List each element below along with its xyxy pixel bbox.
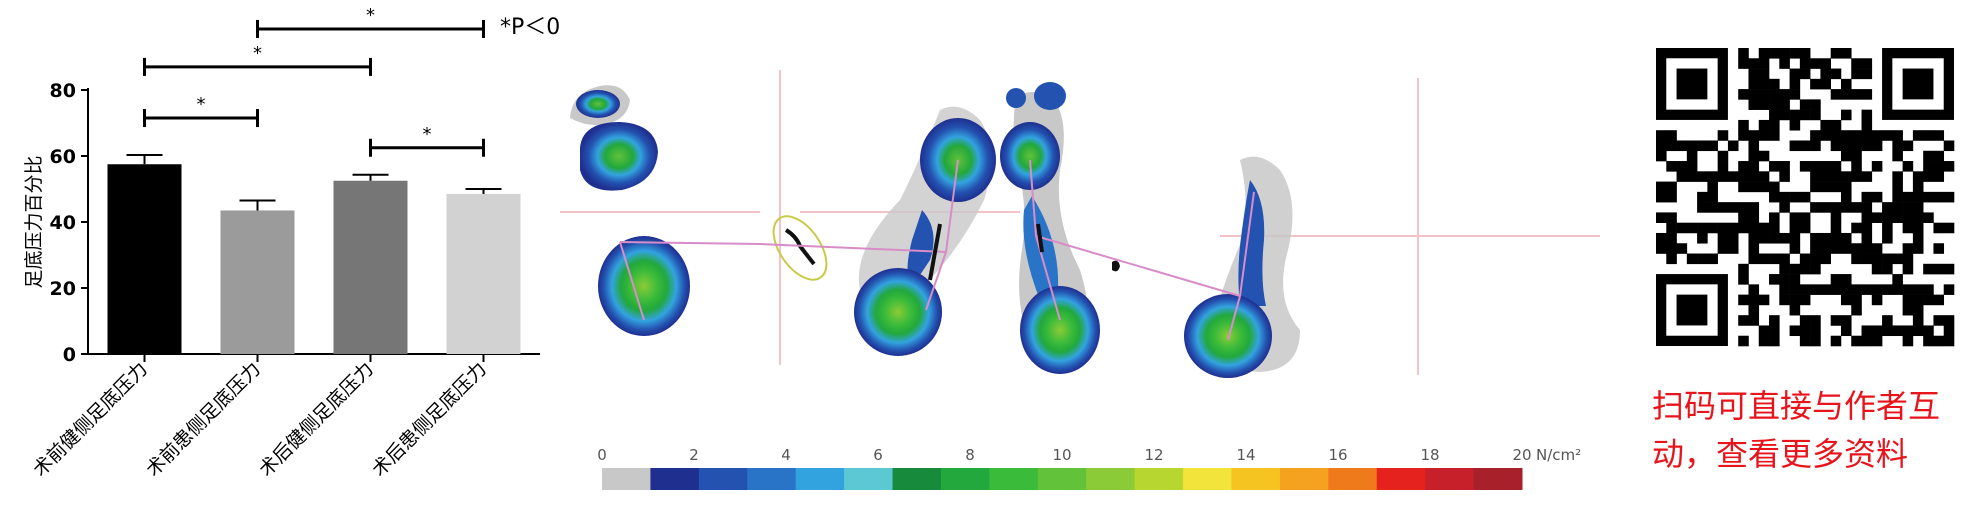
- colorbar-segment: [602, 468, 651, 490]
- significance-star: *: [197, 94, 206, 115]
- colorbar-segment: [892, 468, 942, 490]
- colorbar-tick-label: 2: [689, 446, 699, 464]
- bar: [446, 193, 521, 354]
- x-tick-label: 术前患侧足底压力: [142, 358, 265, 481]
- p-value-note: *P＜0. 05: [500, 15, 560, 40]
- colorbar-unit: N/cm²: [1536, 446, 1581, 464]
- plantar-pressure-panel: 0 2 4 6 8 10 12 14 16 18 20 N/cm²: [555, 0, 1620, 524]
- y-tick-label: 20: [50, 278, 76, 300]
- y-tick-label: 80: [50, 80, 76, 102]
- bar: [107, 164, 182, 354]
- colorbar-tick-label: 14: [1236, 446, 1255, 464]
- colorbar-tick-label: 18: [1420, 446, 1439, 464]
- colorbar-tick-label: 16: [1328, 446, 1347, 464]
- colorbar-segment: [747, 468, 797, 490]
- colorbar-segment: [698, 468, 748, 490]
- preop-cop-trace: [619, 159, 959, 321]
- preop-left-foot: [570, 85, 690, 336]
- y-tick-label: 60: [50, 146, 76, 168]
- colorbar-segment: [1231, 468, 1281, 490]
- pressure-colorbar: 0 2 4 6 8 10 12 14 16 18 20 N/cm²: [597, 446, 1581, 490]
- postop-cop-trace: [1029, 159, 1255, 341]
- bar-chart-panel: 0 20 40 60 80 足底压力百分比术前健侧足底压力 术前患侧足底压力 术后健侧足底压力…: [0, 0, 602, 524]
- colorbar-segment: [1037, 468, 1087, 490]
- colorbar-segment: [795, 468, 845, 490]
- colorbar-segment: [650, 468, 700, 490]
- colorbar-tick-label: 4: [781, 446, 791, 464]
- bar: [333, 180, 408, 354]
- colorbar-segment: [1183, 468, 1232, 490]
- bar: [220, 210, 295, 354]
- significance-star: *: [253, 43, 262, 64]
- y-axis-label: 足底压力百分比: [23, 155, 45, 288]
- colorbar-tick-label: 6: [873, 446, 883, 464]
- plantar-pressure-map: 0 2 4 6 8 10 12 14 16 18 20 N/cm²: [555, 70, 1620, 490]
- colorbar-tick-label: 8: [965, 446, 975, 464]
- colorbar-segment: [844, 468, 894, 490]
- colorbar-segment: [1086, 468, 1136, 490]
- colorbar-tick-label: 10: [1052, 446, 1071, 464]
- colorbar-tick-label: 0: [597, 446, 607, 464]
- promo-line-1: 扫码可直接与作者互: [1652, 387, 1941, 425]
- promo-line-2: 动，查看更多资料: [1652, 435, 1909, 473]
- colorbar-segment: [1328, 468, 1378, 490]
- promo-text: 扫码可直接与作者互 动，查看更多资料: [1652, 382, 1962, 478]
- y-tick-label: 40: [50, 212, 76, 234]
- significance-star: *: [423, 124, 432, 145]
- y-tick-label: 0: [63, 344, 76, 366]
- x-tick-label: 术后健侧足底压力: [255, 358, 378, 481]
- significance-star: *: [366, 5, 375, 26]
- postop-right-foot: [1184, 156, 1300, 378]
- colorbar-segment: [989, 468, 1039, 490]
- qr-code[interactable]: [1640, 0, 1967, 360]
- colorbar-segment: [1134, 468, 1184, 490]
- colorbar-segment: [1279, 468, 1329, 490]
- x-tick-label: 术前健侧足底压力: [29, 358, 152, 481]
- colorbar-tick-label: 12: [1144, 446, 1163, 464]
- x-tick-label: 术后患侧足底压力: [368, 358, 491, 481]
- postop-left-foot: [1000, 82, 1100, 374]
- preop-right-foot: [854, 106, 996, 356]
- bar-chart: 0 20 40 60 80 足底压力百分比术前健侧足底压力术前患侧足底压力术后健侧足底压力…: [23, 5, 602, 481]
- colorbar-segment: [1473, 468, 1523, 490]
- colorbar-segment: [1376, 468, 1426, 490]
- colorbar-segment: [1425, 468, 1475, 490]
- colorbar-tick-label: 20: [1512, 446, 1531, 464]
- colorbar-segment: [940, 468, 990, 490]
- qr-promo-panel: 扫码可直接与作者互 动，查看更多资料: [1640, 0, 1967, 524]
